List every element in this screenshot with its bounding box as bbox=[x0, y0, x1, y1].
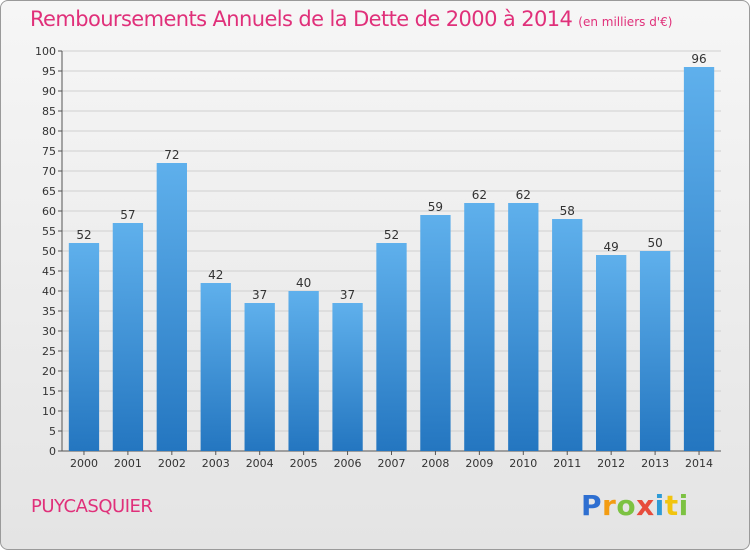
bar-2009 bbox=[464, 203, 495, 451]
bar-layer bbox=[68, 67, 715, 451]
y-tick-label: 45 bbox=[42, 265, 56, 278]
bar-2013 bbox=[639, 251, 671, 451]
y-tick-label: 20 bbox=[42, 365, 56, 378]
x-tick-label-2002: 2002 bbox=[158, 457, 186, 470]
y-tick-label: 95 bbox=[42, 65, 56, 78]
y-tick-label: 65 bbox=[42, 185, 56, 198]
value-label-2010: 62 bbox=[516, 188, 531, 202]
y-tick-label: 75 bbox=[42, 145, 56, 158]
logo-letter: x bbox=[636, 489, 655, 522]
x-tick-label-2004: 2004 bbox=[246, 457, 274, 470]
y-tick-label: 85 bbox=[42, 105, 56, 118]
value-label-2009: 62 bbox=[472, 188, 487, 202]
x-tick-label-2011: 2011 bbox=[553, 457, 581, 470]
x-tick-label-2010: 2010 bbox=[509, 457, 537, 470]
x-tick-label-2008: 2008 bbox=[421, 457, 449, 470]
logo-letter: r bbox=[602, 489, 617, 522]
y-tick-label: 80 bbox=[42, 125, 56, 138]
logo-letter: o bbox=[616, 489, 637, 522]
bar-2007 bbox=[376, 243, 407, 451]
bar-2011 bbox=[552, 219, 583, 451]
x-tick-label-2000: 2000 bbox=[70, 457, 98, 470]
value-label-2013: 50 bbox=[647, 236, 662, 250]
x-tick-label-2007: 2007 bbox=[378, 457, 406, 470]
bar-2008 bbox=[420, 215, 451, 451]
bar-2005 bbox=[288, 291, 319, 451]
value-label-2007: 52 bbox=[384, 228, 399, 242]
value-label-2004: 37 bbox=[252, 288, 267, 302]
x-tick-label-2005: 2005 bbox=[290, 457, 318, 470]
axis-layer: 0 5 10 15 20 25 30 35 40 45 50 55 60 65 70 75 80 85 90 95 10… bbox=[35, 45, 721, 470]
y-tick-label: 30 bbox=[42, 325, 56, 338]
value-label-2005: 40 bbox=[296, 276, 311, 290]
x-tick-label-2006: 2006 bbox=[334, 457, 362, 470]
bar-2006 bbox=[332, 303, 363, 451]
chart-unit: (en milliers d'€) bbox=[578, 15, 673, 29]
y-tick-label: 50 bbox=[42, 245, 56, 258]
y-tick-label: 5 bbox=[49, 425, 56, 438]
y-tick-label: 90 bbox=[42, 85, 56, 98]
y-tick-label: 60 bbox=[42, 205, 56, 218]
y-tick-label: 10 bbox=[42, 405, 56, 418]
logo-letter: i bbox=[678, 489, 689, 522]
bar-2014 bbox=[683, 67, 715, 451]
x-tick-label-2001: 2001 bbox=[114, 457, 142, 470]
y-tick-label: 100 bbox=[35, 45, 56, 58]
value-label-2002: 72 bbox=[164, 148, 179, 162]
chart-title-text: Remboursements Annuels de la Dette de 20… bbox=[30, 7, 573, 31]
value-label-2001: 57 bbox=[120, 208, 135, 222]
bar-2012 bbox=[596, 255, 627, 451]
y-tick-label: 55 bbox=[42, 225, 56, 238]
value-label-2014: 96 bbox=[691, 52, 706, 66]
proxiti-logo: Proxiti bbox=[581, 489, 689, 522]
logo-letter: i bbox=[654, 489, 665, 522]
bar-2003 bbox=[200, 283, 231, 451]
y-tick-label: 0 bbox=[49, 445, 56, 458]
bar-2002 bbox=[156, 163, 187, 451]
y-tick-label: 35 bbox=[42, 305, 56, 318]
y-tick-label: 15 bbox=[42, 385, 56, 398]
y-tick-label: 25 bbox=[42, 345, 56, 358]
x-tick-label-2009: 2009 bbox=[465, 457, 493, 470]
x-tick-label-2013: 2013 bbox=[641, 457, 669, 470]
value-label-2000: 52 bbox=[76, 228, 91, 242]
value-label-2003: 42 bbox=[208, 268, 223, 282]
x-tick-label-2003: 2003 bbox=[202, 457, 230, 470]
label-layer: 52 57 72 42 37 40 37 52 59 62 62 58 49 50 96 bbox=[76, 52, 706, 302]
bar-2004 bbox=[244, 303, 275, 451]
logo-letter: t bbox=[664, 489, 679, 522]
bar-2001 bbox=[112, 223, 144, 451]
y-tick-label: 70 bbox=[42, 165, 56, 178]
value-label-2006: 37 bbox=[340, 288, 355, 302]
value-label-2008: 59 bbox=[428, 200, 443, 214]
commune-name: PUYCASQUIER bbox=[31, 496, 153, 517]
bar-2000 bbox=[68, 243, 100, 451]
logo-letter: P bbox=[581, 489, 603, 522]
y-tick-label: 40 bbox=[42, 285, 56, 298]
bar-2010 bbox=[508, 203, 539, 451]
chart-title: Remboursements Annuels de la Dette de 20… bbox=[30, 7, 672, 31]
value-label-2012: 49 bbox=[604, 240, 619, 254]
value-label-2011: 58 bbox=[560, 204, 575, 218]
x-tick-label-2012: 2012 bbox=[597, 457, 625, 470]
x-tick-label-2014: 2014 bbox=[685, 457, 713, 470]
